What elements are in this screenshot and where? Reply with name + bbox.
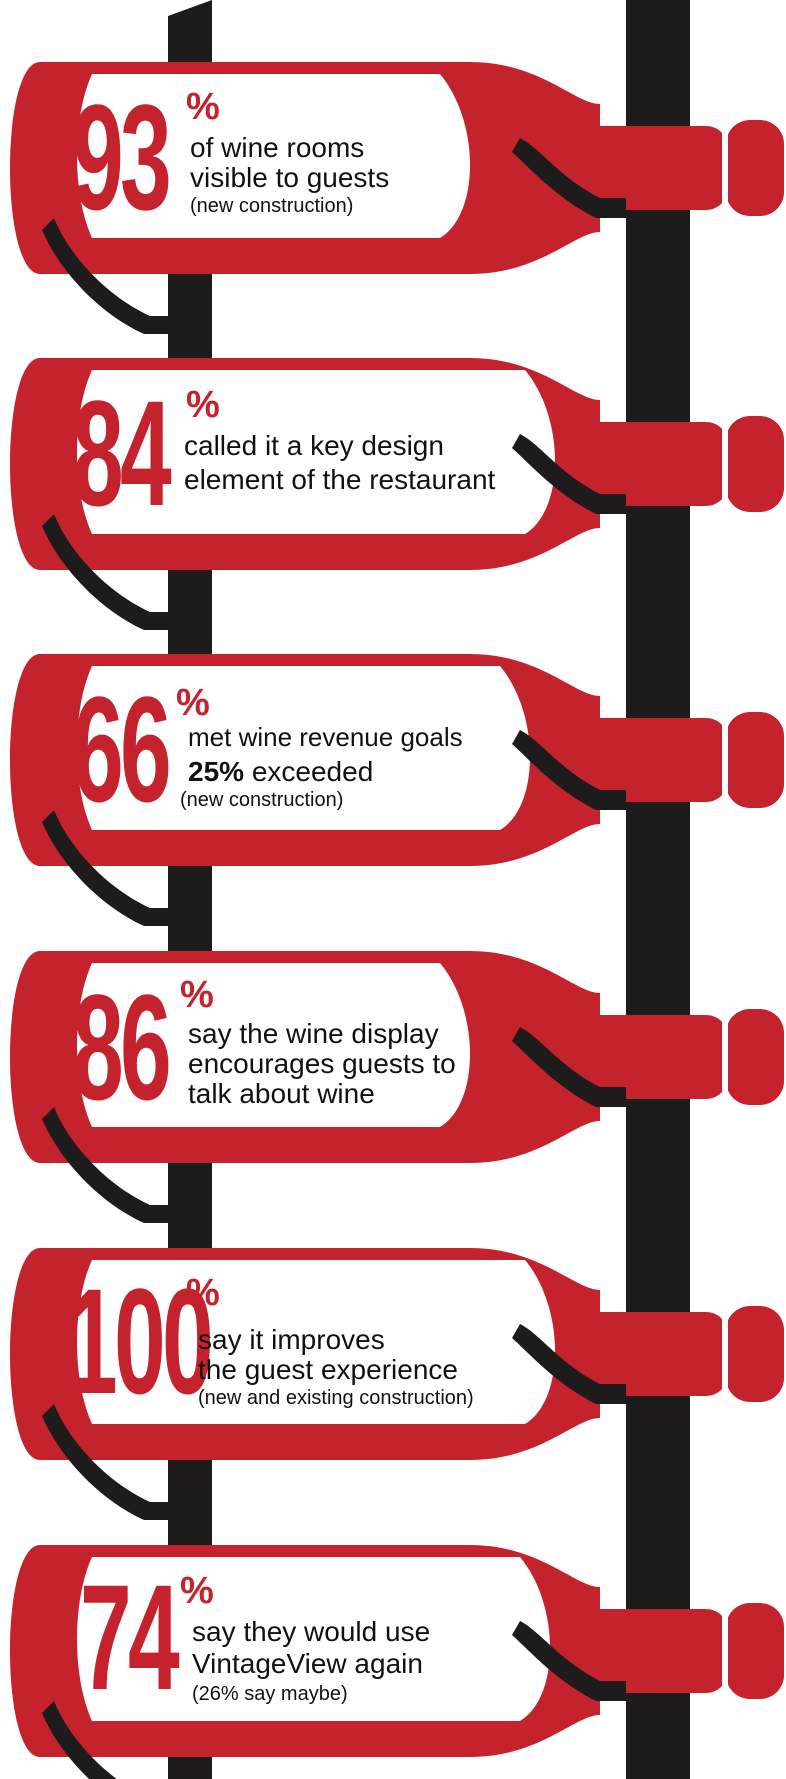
percent-sign: % [186,86,220,128]
bottle-lip-line [722,712,728,808]
rack-arm-right [512,1027,626,1107]
bottle-lip [726,712,784,808]
stat-text-line: the guest experience [198,1354,458,1385]
stat-text-line: met wine revenue goals [188,722,463,752]
wine-bottle [10,654,784,926]
rack-arm-right [512,138,626,218]
rack-post-right [626,0,690,1779]
stat-number: 74 [80,1553,180,1721]
percent-sign: % [186,384,220,426]
bottle-lip [726,416,784,512]
percent-sign: % [180,1570,214,1612]
bottle-lip [726,1306,784,1402]
rack-arm-right [512,1621,626,1701]
bottle-lip-line [722,1603,728,1699]
percent-sign: % [180,974,214,1016]
stat-number: 84 [72,369,172,537]
bottle-neck [578,1015,728,1099]
bottle-label [77,963,470,1127]
percent-sign: % [176,682,210,724]
bottle-neck [578,422,728,506]
stat-text-line: called it a key design [184,430,444,461]
rack-arm-left [42,1404,170,1520]
stat-text-line: say the wine display [188,1018,439,1049]
stat-text-line: encourages guests to [188,1048,456,1079]
stat-emphasis-line: 25% exceeded [188,758,373,786]
rack-arm-left [42,810,170,926]
bottle-lip [726,1009,784,1105]
stat-emphasis-rest: exceeded [244,756,374,787]
stat-text-line: VintageView again [192,1648,423,1679]
bottle-label [77,1260,555,1424]
bottle-label [77,666,530,830]
rack-arm-right [512,730,626,810]
stat-number: 100 [66,1257,214,1425]
wine-bottle [10,1545,784,1779]
stat-text-line: element of the restaurant [184,464,496,495]
wine-bottle [10,62,784,334]
bottle-lip-line [722,1009,728,1105]
bottle-neck [578,1312,728,1396]
rack-post-left [168,16,212,1779]
stat-number: 86 [72,963,172,1131]
rack-arm-right [512,1324,626,1404]
percent-sign: % [186,1272,220,1314]
stat-text-line: talk about wine [188,1078,375,1109]
wine-bottle [10,358,784,630]
stat-note: (new construction) [180,789,344,811]
bottle-lip-line [722,120,728,216]
stat-note: (26% say maybe) [192,1683,348,1705]
bottle-label [77,1557,550,1721]
rack-arm-left [42,1107,170,1223]
rack-arm-right [512,434,626,514]
rack-arm-left [42,218,170,334]
bottle-label [77,370,555,534]
stat-emphasis: 25% [188,756,245,787]
bottle-lip-line [722,416,728,512]
stat-text-line: say they would use [192,1616,431,1647]
stat-number: 66 [72,665,172,833]
bottle-neck [578,126,728,210]
stat-note: (new construction) [190,195,354,217]
stat-note: (new and existing construction) [198,1387,474,1409]
wine-bottle [10,1248,784,1520]
bottle-lip-line [722,1306,728,1402]
stat-text-line: visible to guests [190,162,390,193]
wine-bottle [10,951,784,1223]
bottle-neck [578,1609,728,1693]
rack-arm-left [42,514,170,630]
stat-text-line: of wine rooms [190,132,365,163]
bottle-lip [726,1603,784,1699]
stat-number: 93 [72,73,172,241]
bottle-label [77,74,470,238]
rack-arm-left [42,1701,117,1779]
bottle-lip [726,120,784,216]
stat-text-line: say it improves [198,1324,385,1355]
rack-post-left-cap [168,0,212,16]
bottle-neck [578,718,728,802]
